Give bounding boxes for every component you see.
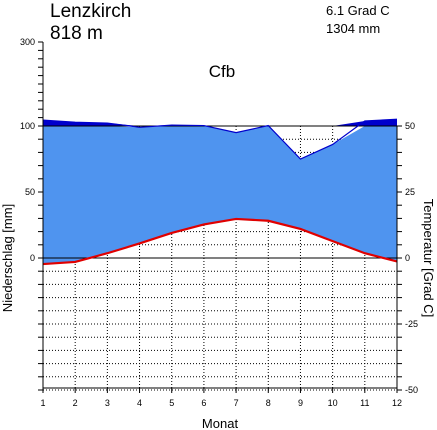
x-tick-label: 3	[105, 398, 110, 408]
humid-area	[43, 126, 397, 265]
y-axis-left-label: Niederschlag [mm]	[0, 204, 15, 312]
precipitation-line	[42, 118, 398, 160]
x-tick-label: 6	[201, 398, 206, 408]
x-tick-label: 8	[266, 398, 271, 408]
mean-temperature: 6.1 Grad C	[326, 3, 390, 18]
station-elevation: 818 m	[50, 23, 103, 44]
x-tick-label: 11	[360, 398, 369, 408]
y-left-tick-label: 50	[25, 187, 35, 197]
x-tick-label: 9	[298, 398, 303, 408]
station-name: Lenzkirch	[50, 1, 131, 22]
y-left-tick-label: 100	[20, 121, 35, 131]
y-right-tick-label: -50	[405, 385, 418, 395]
x-tick-label: 5	[169, 398, 174, 408]
y-right-tick-label: 0	[405, 253, 410, 263]
y-left-tick-label: 0	[30, 253, 35, 263]
precipitation-surplus-area	[43, 119, 397, 126]
precipitation-fill	[43, 119, 397, 265]
x-tick-label: 12	[392, 398, 402, 408]
y-axis-right-label: Temperatur [Grad C]	[421, 199, 436, 318]
x-tick-label: 10	[328, 398, 338, 408]
x-axis-label: Monat	[202, 416, 239, 430]
y-right-tick-label: 25	[405, 187, 415, 197]
x-tick-label: 1	[40, 398, 45, 408]
annual-precipitation: 1304 mm	[326, 21, 380, 36]
temperature-line	[42, 217, 398, 266]
y-right-tick-label: 50	[405, 121, 415, 131]
series-lines	[42, 118, 398, 266]
x-tick-label: 4	[137, 398, 142, 408]
x-tick-label: 2	[73, 398, 78, 408]
x-tick-label: 7	[234, 398, 239, 408]
climate-class: Cfb	[209, 62, 235, 81]
y-left-tick-label: 300	[20, 37, 35, 47]
y-right-tick-label: -25	[405, 319, 418, 329]
